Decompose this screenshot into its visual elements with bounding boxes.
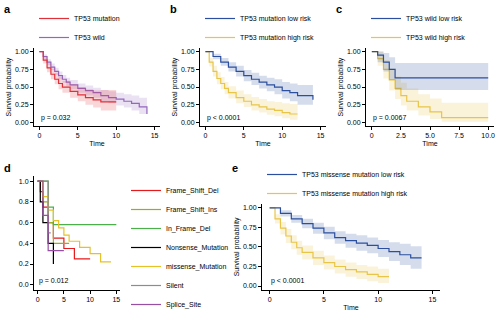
svg-text:0.2: 0.2 <box>19 260 29 267</box>
svg-text:10: 10 <box>86 296 94 303</box>
svg-text:10: 10 <box>374 296 382 303</box>
svg-text:b: b <box>170 3 177 15</box>
svg-text:c: c <box>336 3 342 15</box>
svg-text:0.00: 0.00 <box>181 119 195 126</box>
svg-text:1.00: 1.00 <box>347 48 361 55</box>
svg-text:Survival probability: Survival probability <box>233 217 241 276</box>
svg-text:Frame_Shift_Del: Frame_Shift_Del <box>166 187 219 195</box>
svg-text:0.00: 0.00 <box>243 282 257 289</box>
svg-text:0.50: 0.50 <box>15 83 29 90</box>
svg-text:TP53 mutation: TP53 mutation <box>74 15 120 22</box>
svg-text:Time: Time <box>255 140 270 147</box>
svg-text:15: 15 <box>429 296 437 303</box>
svg-text:0.50: 0.50 <box>181 83 195 90</box>
svg-text:Survival probability: Survival probability <box>5 57 13 116</box>
svg-text:d: d <box>4 162 11 174</box>
svg-text:0.25: 0.25 <box>181 101 195 108</box>
svg-text:0.50: 0.50 <box>243 243 257 250</box>
svg-text:15: 15 <box>317 132 325 139</box>
svg-text:0: 0 <box>370 132 374 139</box>
svg-text:10: 10 <box>112 132 120 139</box>
svg-text:Splice_Site: Splice_Site <box>166 301 201 309</box>
svg-text:Time: Time <box>422 140 437 147</box>
svg-text:TP53 wild: TP53 wild <box>74 34 105 41</box>
svg-text:0: 0 <box>268 296 272 303</box>
svg-text:10.0: 10.0 <box>481 132 495 139</box>
svg-text:0: 0 <box>37 132 41 139</box>
svg-text:0.4: 0.4 <box>19 240 29 247</box>
svg-text:1.00: 1.00 <box>15 48 29 55</box>
svg-text:missense_Mutation: missense_Mutation <box>166 263 226 271</box>
svg-text:p = 0.0067: p = 0.0067 <box>373 114 406 122</box>
svg-text:TP53 mutation low risk: TP53 mutation low risk <box>240 15 311 22</box>
svg-text:5: 5 <box>242 132 246 139</box>
svg-text:0.25: 0.25 <box>15 101 29 108</box>
svg-text:5: 5 <box>62 296 66 303</box>
svg-text:10: 10 <box>278 132 286 139</box>
svg-text:0.75: 0.75 <box>181 66 195 73</box>
svg-text:TP53 wild low risk: TP53 wild low risk <box>406 15 463 22</box>
svg-text:15: 15 <box>151 132 159 139</box>
svg-text:0.00: 0.00 <box>15 119 29 126</box>
svg-text:Nonsense_Mutation: Nonsense_Mutation <box>166 244 228 252</box>
svg-text:5: 5 <box>322 296 326 303</box>
svg-text:0: 0 <box>36 296 40 303</box>
svg-text:7.5: 7.5 <box>454 132 464 139</box>
svg-text:e: e <box>232 162 238 174</box>
svg-text:0.6: 0.6 <box>19 219 29 226</box>
svg-text:Time: Time <box>89 140 104 147</box>
svg-text:5.0: 5.0 <box>425 132 435 139</box>
svg-text:a: a <box>4 3 11 15</box>
svg-text:p < 0.0001: p < 0.0001 <box>207 114 240 122</box>
svg-text:0.50: 0.50 <box>347 83 361 90</box>
svg-text:1.00: 1.00 <box>243 204 257 211</box>
svg-text:Frame_Shift_Ins: Frame_Shift_Ins <box>166 206 218 214</box>
svg-text:0.8: 0.8 <box>19 198 29 205</box>
svg-text:TP53 mutation high risk: TP53 mutation high risk <box>240 34 314 42</box>
svg-text:0: 0 <box>203 132 207 139</box>
svg-text:Survival probability: Survival probability <box>337 57 345 116</box>
svg-text:TP53 wild high risk: TP53 wild high risk <box>406 34 465 42</box>
svg-text:15: 15 <box>112 296 120 303</box>
svg-text:0.0: 0.0 <box>19 281 29 288</box>
svg-text:p = 0.012: p = 0.012 <box>39 277 68 285</box>
svg-text:TP53 missense mutation high ri: TP53 missense mutation high risk <box>302 190 408 198</box>
svg-text:0.25: 0.25 <box>243 263 257 270</box>
svg-text:Time: Time <box>343 304 358 311</box>
svg-text:p < 0.0001: p < 0.0001 <box>271 277 304 285</box>
svg-text:Survival probability: Survival probability <box>171 57 179 116</box>
svg-text:0.00: 0.00 <box>347 119 361 126</box>
svg-text:0.75: 0.75 <box>347 66 361 73</box>
svg-text:0.25: 0.25 <box>347 101 361 108</box>
svg-text:1.00: 1.00 <box>181 48 195 55</box>
svg-text:In_Frame_Del: In_Frame_Del <box>166 225 211 233</box>
svg-text:1.0: 1.0 <box>19 178 29 185</box>
svg-text:0.75: 0.75 <box>243 224 257 231</box>
svg-text:TP53 missense mutation low ris: TP53 missense mutation low risk <box>302 171 405 178</box>
svg-text:0.75: 0.75 <box>15 66 29 73</box>
svg-text:p = 0.032: p = 0.032 <box>41 114 70 122</box>
svg-text:5: 5 <box>76 132 80 139</box>
svg-text:2.5: 2.5 <box>396 132 406 139</box>
svg-text:Silent: Silent <box>166 282 184 289</box>
